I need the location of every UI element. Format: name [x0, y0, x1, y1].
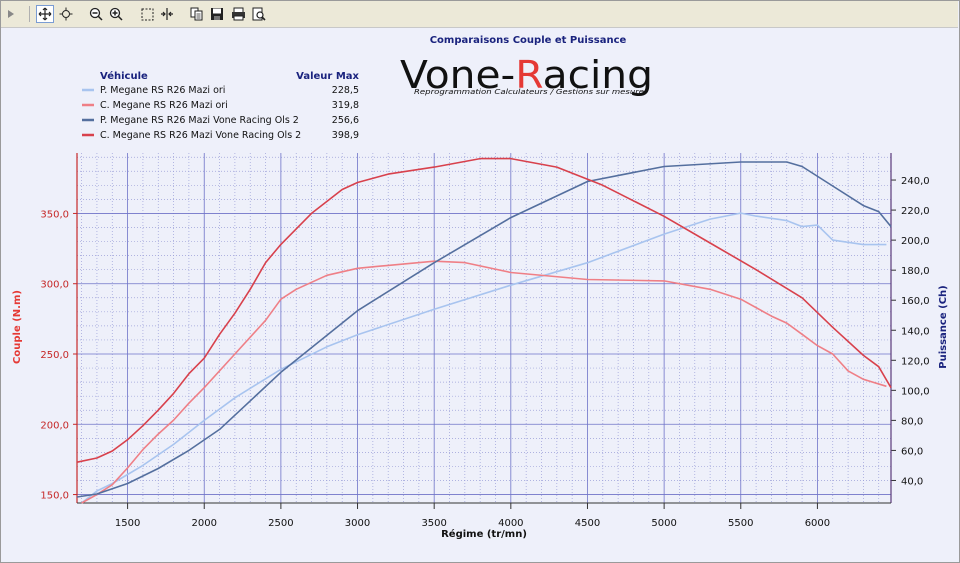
- legend: Véhicule Valeur Max P. Megane RS R26 Maz…: [82, 70, 360, 141]
- zoom-out-icon[interactable]: [87, 5, 105, 23]
- y-left-tick-label: 300,0: [40, 280, 69, 291]
- series-power-stage-line: [76, 161, 892, 498]
- pan-icon[interactable]: [36, 5, 54, 23]
- y-right-tick-label: 40,0: [901, 476, 923, 487]
- y-right-tick-label: 80,0: [901, 416, 923, 427]
- toolbar: [1, 1, 958, 28]
- y-left-tick-label: 150,0: [40, 491, 69, 502]
- x-axis-label: Régime (tr/mn): [441, 528, 527, 540]
- select-box-icon[interactable]: [138, 5, 156, 23]
- y-right-tick-label: 160,0: [901, 296, 930, 307]
- legend-series-max: 319,8: [332, 100, 359, 111]
- x-tick-label: 5500: [728, 518, 753, 529]
- x-tick-label: 3000: [345, 518, 370, 529]
- x-tick-label: 1500: [115, 518, 140, 529]
- legend-series-max: 228,5: [332, 85, 359, 96]
- vone-racing-logo: Vone- Racing Reprogrammation Calculateurs…: [400, 53, 653, 97]
- y-right-tick-label: 140,0: [901, 326, 930, 337]
- legend-header-max: Valeur Max: [296, 71, 359, 82]
- x-tick-label: 3500: [421, 518, 446, 529]
- x-tick-label: 2500: [268, 518, 293, 529]
- x-tick-label: 6000: [805, 518, 830, 529]
- y-right-tick-label: 220,0: [901, 206, 930, 217]
- copy-icon[interactable]: [188, 5, 206, 23]
- x-tick-label: 2000: [192, 518, 217, 529]
- plot-area: 1500 2000 2500 3000 3500 4000 4500 5000 5500 6000…: [40, 153, 930, 529]
- logo-wordmark: Vone- Racing: [400, 53, 653, 97]
- print-icon[interactable]: [229, 5, 247, 23]
- x-tick-label: 5000: [651, 518, 676, 529]
- y-axis-label-right: Puissance (Ch): [938, 285, 949, 368]
- y-right-tick-label: 240,0: [901, 176, 930, 187]
- legend-series-name: C. Megane RS R26 Mazi Vone Racing Ols 2: [100, 130, 301, 141]
- plot-background: [77, 153, 891, 503]
- y-right-tick-label: 60,0: [901, 446, 923, 457]
- legend-series-max: 256,6: [332, 115, 359, 126]
- print-preview-icon[interactable]: [250, 5, 268, 23]
- y-axis-label-left: Couple (N.m): [12, 290, 23, 364]
- y-right-tick-label: 100,0: [901, 386, 930, 397]
- chart-title: Comparaisons Couple et Puissance: [430, 35, 627, 46]
- legend-header-vehicle: Véhicule: [100, 70, 148, 82]
- series-power-ori-line: [81, 212, 887, 504]
- fit-width-icon[interactable]: [158, 5, 176, 23]
- major-grid: [77, 153, 891, 503]
- zoom-region-icon[interactable]: [57, 5, 75, 23]
- series-torque-ori-line: [81, 260, 887, 504]
- minor-grid: [77, 153, 891, 503]
- logo-tagline: Reprogrammation Calculateurs / Gestions …: [414, 87, 645, 96]
- zoom-in-icon[interactable]: [107, 5, 125, 23]
- save-icon[interactable]: [208, 5, 226, 23]
- x-tick-label: 4000: [498, 518, 523, 529]
- toolbar-separator: [29, 6, 30, 22]
- y-left-tick-label: 200,0: [40, 420, 69, 431]
- legend-series-name: P. Megane RS R26 Mazi Vone Racing Ols 2: [100, 115, 299, 126]
- series-torque-stage-line: [76, 157, 892, 463]
- y-right-tick-label: 120,0: [901, 356, 930, 367]
- y-left-tick-label: 250,0: [40, 350, 69, 361]
- legend-series-max: 398,9: [332, 130, 359, 141]
- y-right-tick-label: 180,0: [901, 266, 930, 277]
- legend-series-name: P. Megane RS R26 Mazi ori: [100, 85, 225, 96]
- expand-arrow-icon[interactable]: [5, 5, 17, 23]
- y-left-tick-label: 350,0: [40, 209, 69, 220]
- y-right-tick-label: 200,0: [901, 236, 930, 247]
- x-tick-label: 4500: [575, 518, 600, 529]
- legend-series-name: C. Megane RS R26 Mazi ori: [100, 100, 228, 111]
